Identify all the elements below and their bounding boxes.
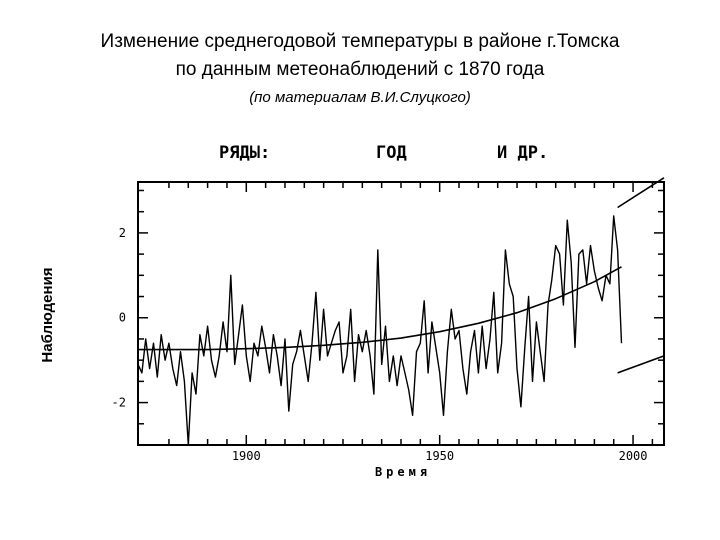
- x-axis-label: Время: [375, 465, 431, 479]
- series-lower-bound-line: [617, 355, 665, 374]
- heading-series-2: И ДР.: [497, 143, 548, 163]
- x-tick-label: 1900: [232, 449, 261, 463]
- series-upper-bound-line: [617, 177, 665, 209]
- y-tick-label: -2: [112, 396, 126, 410]
- title-line-1: Изменение среднегодовой температуры в ра…: [100, 31, 620, 52]
- y-tick-label: 2: [119, 226, 126, 240]
- heading-series-1: ГОД: [376, 143, 407, 163]
- series-trend-line: [138, 266, 622, 351]
- series-annual-line: [137, 215, 623, 446]
- heading-series-label: РЯДЫ:: [219, 143, 270, 163]
- title-line-2: по данным метеонаблюдений с 1870 года: [175, 59, 545, 80]
- x-tick-label: 1950: [425, 449, 454, 463]
- y-tick-label: 0: [119, 311, 126, 325]
- y-axis-label: Наблюдения: [39, 267, 56, 362]
- x-tick-label: 2000: [619, 449, 648, 463]
- plot-frame: [137, 181, 665, 446]
- subtitle: (по материалам В.И.Слуцкого): [249, 89, 471, 106]
